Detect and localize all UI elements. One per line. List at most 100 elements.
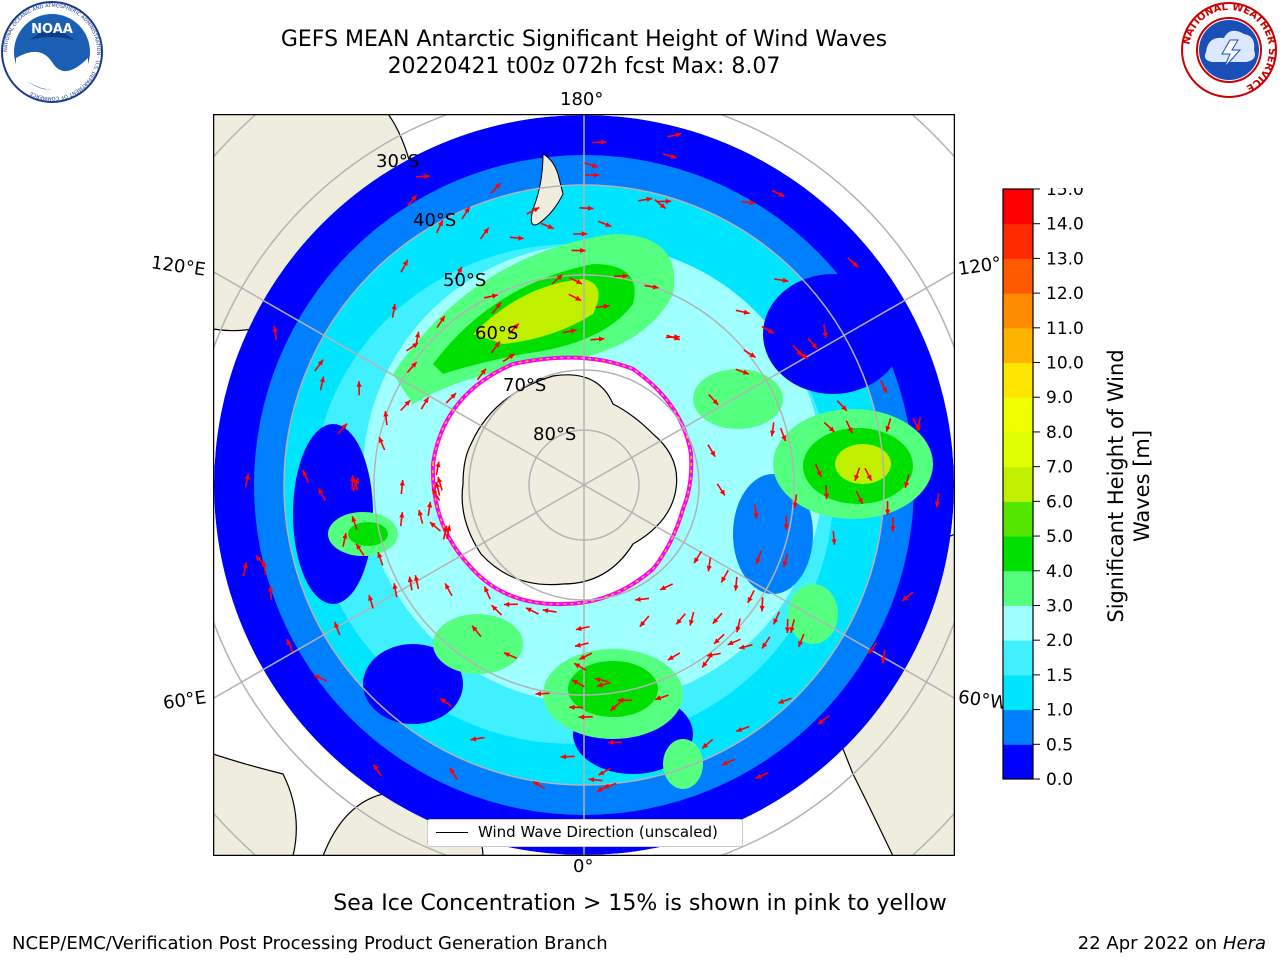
wind-arrow-head [268,585,274,592]
wind-arrow-head [778,698,785,704]
colorbar-swatch [1003,674,1033,711]
wind-arrow-head [437,477,443,483]
colorbar-title-line-2: Waves [m] [1130,430,1154,542]
colorbar-tick-label: 11.0 [1046,319,1084,339]
map-legend: Wind Wave Direction (unscaled) [427,819,743,847]
wind-arrow-head [570,328,577,334]
wind-arrow-head [377,552,383,559]
wind-arrow-head [831,539,837,545]
colorbar-tick-label: 5.0 [1046,527,1073,547]
wind-arrow-head [286,639,292,646]
wind-arrow-head [411,195,417,201]
wind-arrow-head [575,295,582,301]
wind-arrow-head [430,522,436,528]
wind-arrow-head [593,172,600,178]
wind-arrow-head [828,426,835,433]
wind-arrow-head [513,323,519,330]
wind-arrow-head [535,691,542,697]
colorbar-tick-label: 7.0 [1046,458,1073,478]
wind-arrow-head [600,139,607,145]
wind-arrow-head [439,315,445,322]
legend-line [436,832,468,833]
wind-arrow-head [450,393,457,399]
wind-arrow-head [652,284,659,290]
wind-arrow-head [857,497,863,504]
wind-arrow-head [880,657,886,664]
footer-date: 22 Apr 2022 on Hera [1078,933,1266,954]
wind-arrow-head [789,627,795,633]
colorbar-swatch [1003,570,1033,606]
wind-arrow-head [588,777,595,783]
map-frame [213,114,955,856]
colorbar-tick-label: 9.0 [1046,388,1073,408]
wind-arrow-head [508,353,515,360]
wind-arrow-head [272,326,278,332]
wind-arrow-head [712,399,719,405]
lat-label-40s: 40°S [413,210,456,231]
colorbar-tick-label: 15.0 [1046,188,1084,200]
wind-arrow-head [594,677,601,683]
wind-arrow-head [503,601,510,607]
sea-ice-edge [432,356,693,605]
colorbar-title: Significant Height of Wind Waves [m] [1104,349,1154,622]
wind-arrow-head [494,341,500,348]
wind-arrow-head [706,652,713,658]
footer-credit: NCEP/EMC/Verification Post Processing Pr… [12,933,608,954]
wind-arrow-head [667,655,674,660]
colorbar-swatch [1003,293,1033,329]
wind-arrow-head [480,368,486,375]
colorbar-ticks: 0.0 0.5 1.0 1.5 2.0 3.0 4.0 5.0 6.0 7.0 8.0 9.0 10.0… [1033,188,1084,788]
wind-arrow-head [841,405,847,411]
wind-arrow-head [574,663,581,669]
wind-arrow-head [749,352,756,358]
wind-arrow-head [435,461,441,468]
wind-arrow-head [743,309,750,315]
wind-arrow-head [659,203,666,209]
wind-arrow-head [242,562,248,569]
wind-arrow-head [356,543,362,550]
colorbar-swatch [1003,709,1033,745]
wind-arrow-head [569,704,575,710]
colorbar-swatch [1003,189,1033,225]
wind-arrow-head [719,489,725,496]
wind-arrow-head [762,642,768,649]
wind-arrow-head [261,560,267,567]
graticule [213,114,955,856]
wind-arrow-head [404,400,411,406]
wind-arrow-head [464,207,470,213]
wind-arrow-head [415,331,421,338]
wind-arrow-head [759,605,765,612]
wind-arrow-head [622,273,629,279]
wind-arrow-head [341,423,348,430]
wind-arrow-head [319,376,325,383]
wind-arrow-head [782,277,789,283]
wind-arrow-head [342,533,348,539]
wind-arrow-head [646,196,653,202]
lon-label-120w: 120° [956,253,1003,280]
wind-arrow-head [702,661,708,668]
wind-arrow-head [579,654,586,660]
wind-arrow-head [302,470,308,476]
wind-arrow-head [781,435,787,442]
wind-arrow-head [665,198,672,204]
colorbar-swatch [1003,605,1033,641]
wind-arrow-head [742,369,749,375]
wind-arrow-head [402,259,408,266]
wind-arrow-head [597,786,603,792]
colorbar-swatch [1003,223,1033,259]
wind-arrow-head [495,183,501,189]
colorbar-frame [1002,188,1034,780]
wind-arrow-head [801,353,808,359]
wind-arrow-head [866,474,872,481]
colorbar-tick-label: 10.0 [1046,354,1084,374]
colorbar-tick-label: 1.5 [1046,666,1073,686]
wind-arrow-head [423,397,429,404]
wind-arrow-head [773,618,779,625]
colorbar-title-line-1: Significant Height of Wind [1104,349,1128,622]
wind-arrow-head [438,220,443,227]
colorbar-tick-label: 14.0 [1046,215,1084,235]
wind-arrow-head [768,328,774,334]
wind-arrow-head [608,739,614,745]
wind-arrow-head [902,595,909,601]
wind-arrow-head [591,162,598,168]
